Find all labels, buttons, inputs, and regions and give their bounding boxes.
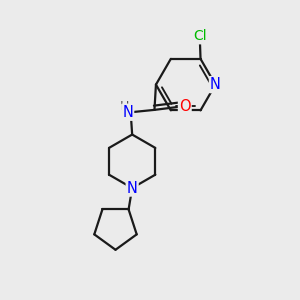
Text: Cl: Cl [193,29,207,43]
Text: N: N [122,105,133,120]
Text: H: H [120,100,129,113]
Text: N: N [127,181,138,196]
Text: N: N [210,77,221,92]
Text: O: O [179,99,190,114]
